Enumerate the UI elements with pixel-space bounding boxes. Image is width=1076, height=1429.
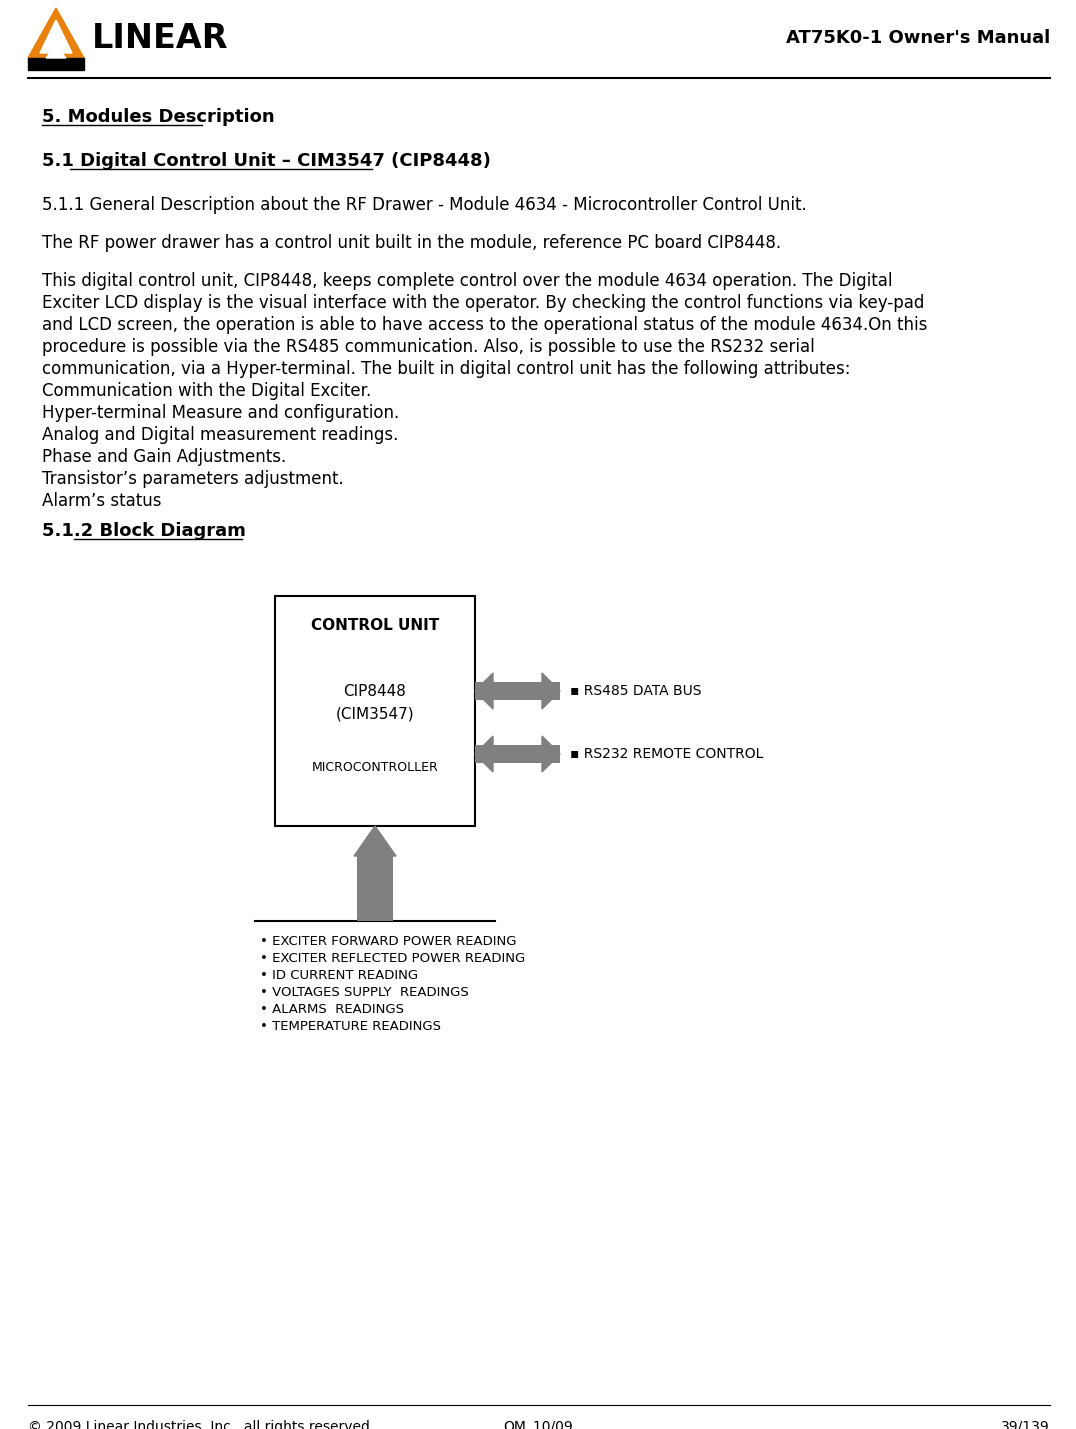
Text: This digital control unit, CIP8448, keeps complete control over the module 4634 : This digital control unit, CIP8448, keep… (42, 272, 892, 290)
Text: • VOLTAGES SUPPLY  READINGS: • VOLTAGES SUPPLY READINGS (260, 986, 469, 999)
Polygon shape (40, 20, 72, 53)
Polygon shape (28, 9, 84, 59)
Text: procedure is possible via the RS485 communication. Also, is possible to use the : procedure is possible via the RS485 comm… (42, 339, 815, 356)
Text: (CIM3547): (CIM3547) (336, 706, 414, 722)
Text: 5.1.2 Block Diagram: 5.1.2 Block Diagram (42, 522, 246, 540)
Text: • TEMPERATURE READINGS: • TEMPERATURE READINGS (260, 1020, 441, 1033)
Text: ▪ RS232 REMOTE CONTROL: ▪ RS232 REMOTE CONTROL (570, 747, 763, 762)
Text: Exciter LCD display is the visual interface with the operator. By checking the c: Exciter LCD display is the visual interf… (42, 294, 924, 312)
Text: 5.1 Digital Control Unit – CIM3547 (CIP8448): 5.1 Digital Control Unit – CIM3547 (CIP8… (42, 151, 491, 170)
Bar (475, 682, 560, 700)
Bar (475, 745, 560, 763)
Text: • ID CURRENT READING: • ID CURRENT READING (260, 969, 419, 982)
Text: and LCD screen, the operation is able to have access to the operational status o: and LCD screen, the operation is able to… (42, 316, 928, 334)
Text: Analog and Digital measurement readings.: Analog and Digital measurement readings. (42, 426, 398, 444)
Text: Phase and Gain Adjustments.: Phase and Gain Adjustments. (42, 449, 286, 466)
Text: AT75K0-1 Owner's Manual: AT75K0-1 Owner's Manual (785, 29, 1050, 47)
Text: • EXCITER REFLECTED POWER READING: • EXCITER REFLECTED POWER READING (260, 952, 525, 965)
Text: Transistor’s parameters adjustment.: Transistor’s parameters adjustment. (42, 470, 343, 487)
Text: ▪ RS485 DATA BUS: ▪ RS485 DATA BUS (570, 684, 702, 697)
Polygon shape (46, 46, 66, 59)
Text: Hyper-terminal Measure and configuration.: Hyper-terminal Measure and configuration… (42, 404, 399, 422)
Text: Alarm’s status: Alarm’s status (42, 492, 161, 510)
Text: CIP8448: CIP8448 (343, 684, 407, 699)
Text: 5. Modules Description: 5. Modules Description (42, 109, 274, 126)
Text: LINEAR: LINEAR (93, 21, 228, 54)
Polygon shape (354, 826, 396, 856)
Bar (275, 596, 475, 826)
Text: OM_10/09: OM_10/09 (504, 1420, 572, 1429)
Text: Communication with the Digital Exciter.: Communication with the Digital Exciter. (42, 382, 371, 400)
Text: CONTROL UNIT: CONTROL UNIT (311, 617, 439, 633)
Text: MICROCONTROLLER: MICROCONTROLLER (312, 762, 438, 775)
Polygon shape (28, 59, 84, 70)
Polygon shape (542, 736, 560, 772)
Polygon shape (475, 736, 493, 772)
Polygon shape (542, 673, 560, 709)
Bar (357, 856, 393, 922)
Polygon shape (475, 673, 493, 709)
Text: • EXCITER FORWARD POWER READING: • EXCITER FORWARD POWER READING (260, 935, 516, 947)
Text: communication, via a Hyper-terminal. The built in digital control unit has the f: communication, via a Hyper-terminal. The… (42, 360, 850, 379)
Text: The RF power drawer has a control unit built in the module, reference PC board C: The RF power drawer has a control unit b… (42, 234, 781, 252)
Text: © 2009 Linear Industries, Inc., all rights reserved: © 2009 Linear Industries, Inc., all righ… (28, 1420, 370, 1429)
Text: • ALARMS  READINGS: • ALARMS READINGS (260, 1003, 404, 1016)
Text: 39/139: 39/139 (1002, 1420, 1050, 1429)
Text: 5.1.1 General Description about the RF Drawer - Module 4634 - Microcontroller Co: 5.1.1 General Description about the RF D… (42, 196, 807, 214)
